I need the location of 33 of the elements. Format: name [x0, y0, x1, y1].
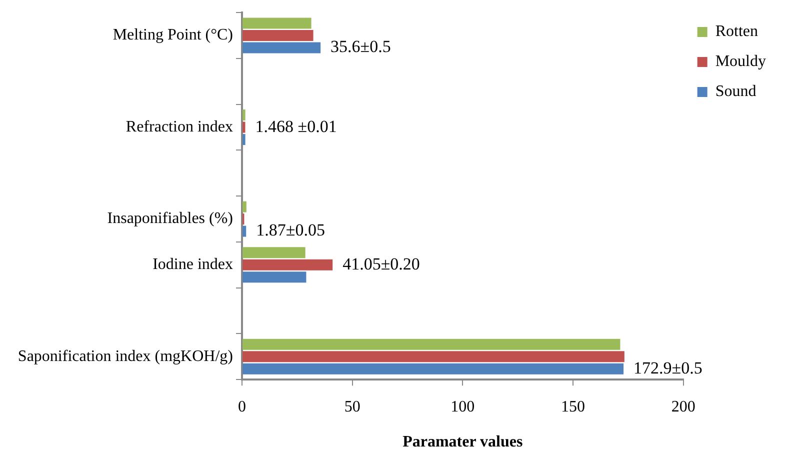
x-axis-title: Paramater values: [402, 434, 523, 451]
bar: [242, 351, 624, 362]
y-tick-label: Insaponifiables (%): [107, 210, 233, 228]
bar: [242, 201, 246, 212]
bar: [242, 338, 620, 350]
bar: [242, 259, 333, 270]
bar: [242, 134, 246, 146]
legend-label: Mouldy: [715, 53, 766, 70]
x-tick-label: 150: [560, 398, 585, 416]
legend-label: Sound: [715, 83, 756, 100]
bar: [242, 42, 321, 54]
bar: [242, 363, 624, 374]
bar: [242, 226, 246, 237]
data-label: 1.87±0.05: [256, 220, 325, 240]
y-tick-label: Melting Point (°C): [112, 26, 233, 44]
y-tick-label: Iodine index: [152, 256, 233, 274]
bar: [242, 110, 246, 121]
data-label: 172.9±0.5: [634, 358, 702, 378]
bar: [242, 122, 246, 133]
data-label: 35.6±0.5: [330, 37, 391, 56]
legend-label: Rotten: [715, 23, 758, 40]
x-tick-label: 50: [344, 398, 360, 416]
data-label: 41.05±0.20: [342, 254, 420, 274]
bar: [242, 30, 314, 42]
bar: [242, 272, 306, 283]
y-tick-label: Refraction index: [126, 118, 233, 136]
bar: [242, 18, 312, 29]
data-label: 1.468 ±0.01: [255, 116, 337, 136]
x-tick-label: 100: [450, 398, 475, 416]
x-tick-label: 200: [671, 398, 696, 416]
x-tick-label: 0: [238, 398, 246, 416]
y-tick-label: Saponification index (mgKOH/g): [18, 348, 233, 365]
bar: [242, 247, 306, 258]
